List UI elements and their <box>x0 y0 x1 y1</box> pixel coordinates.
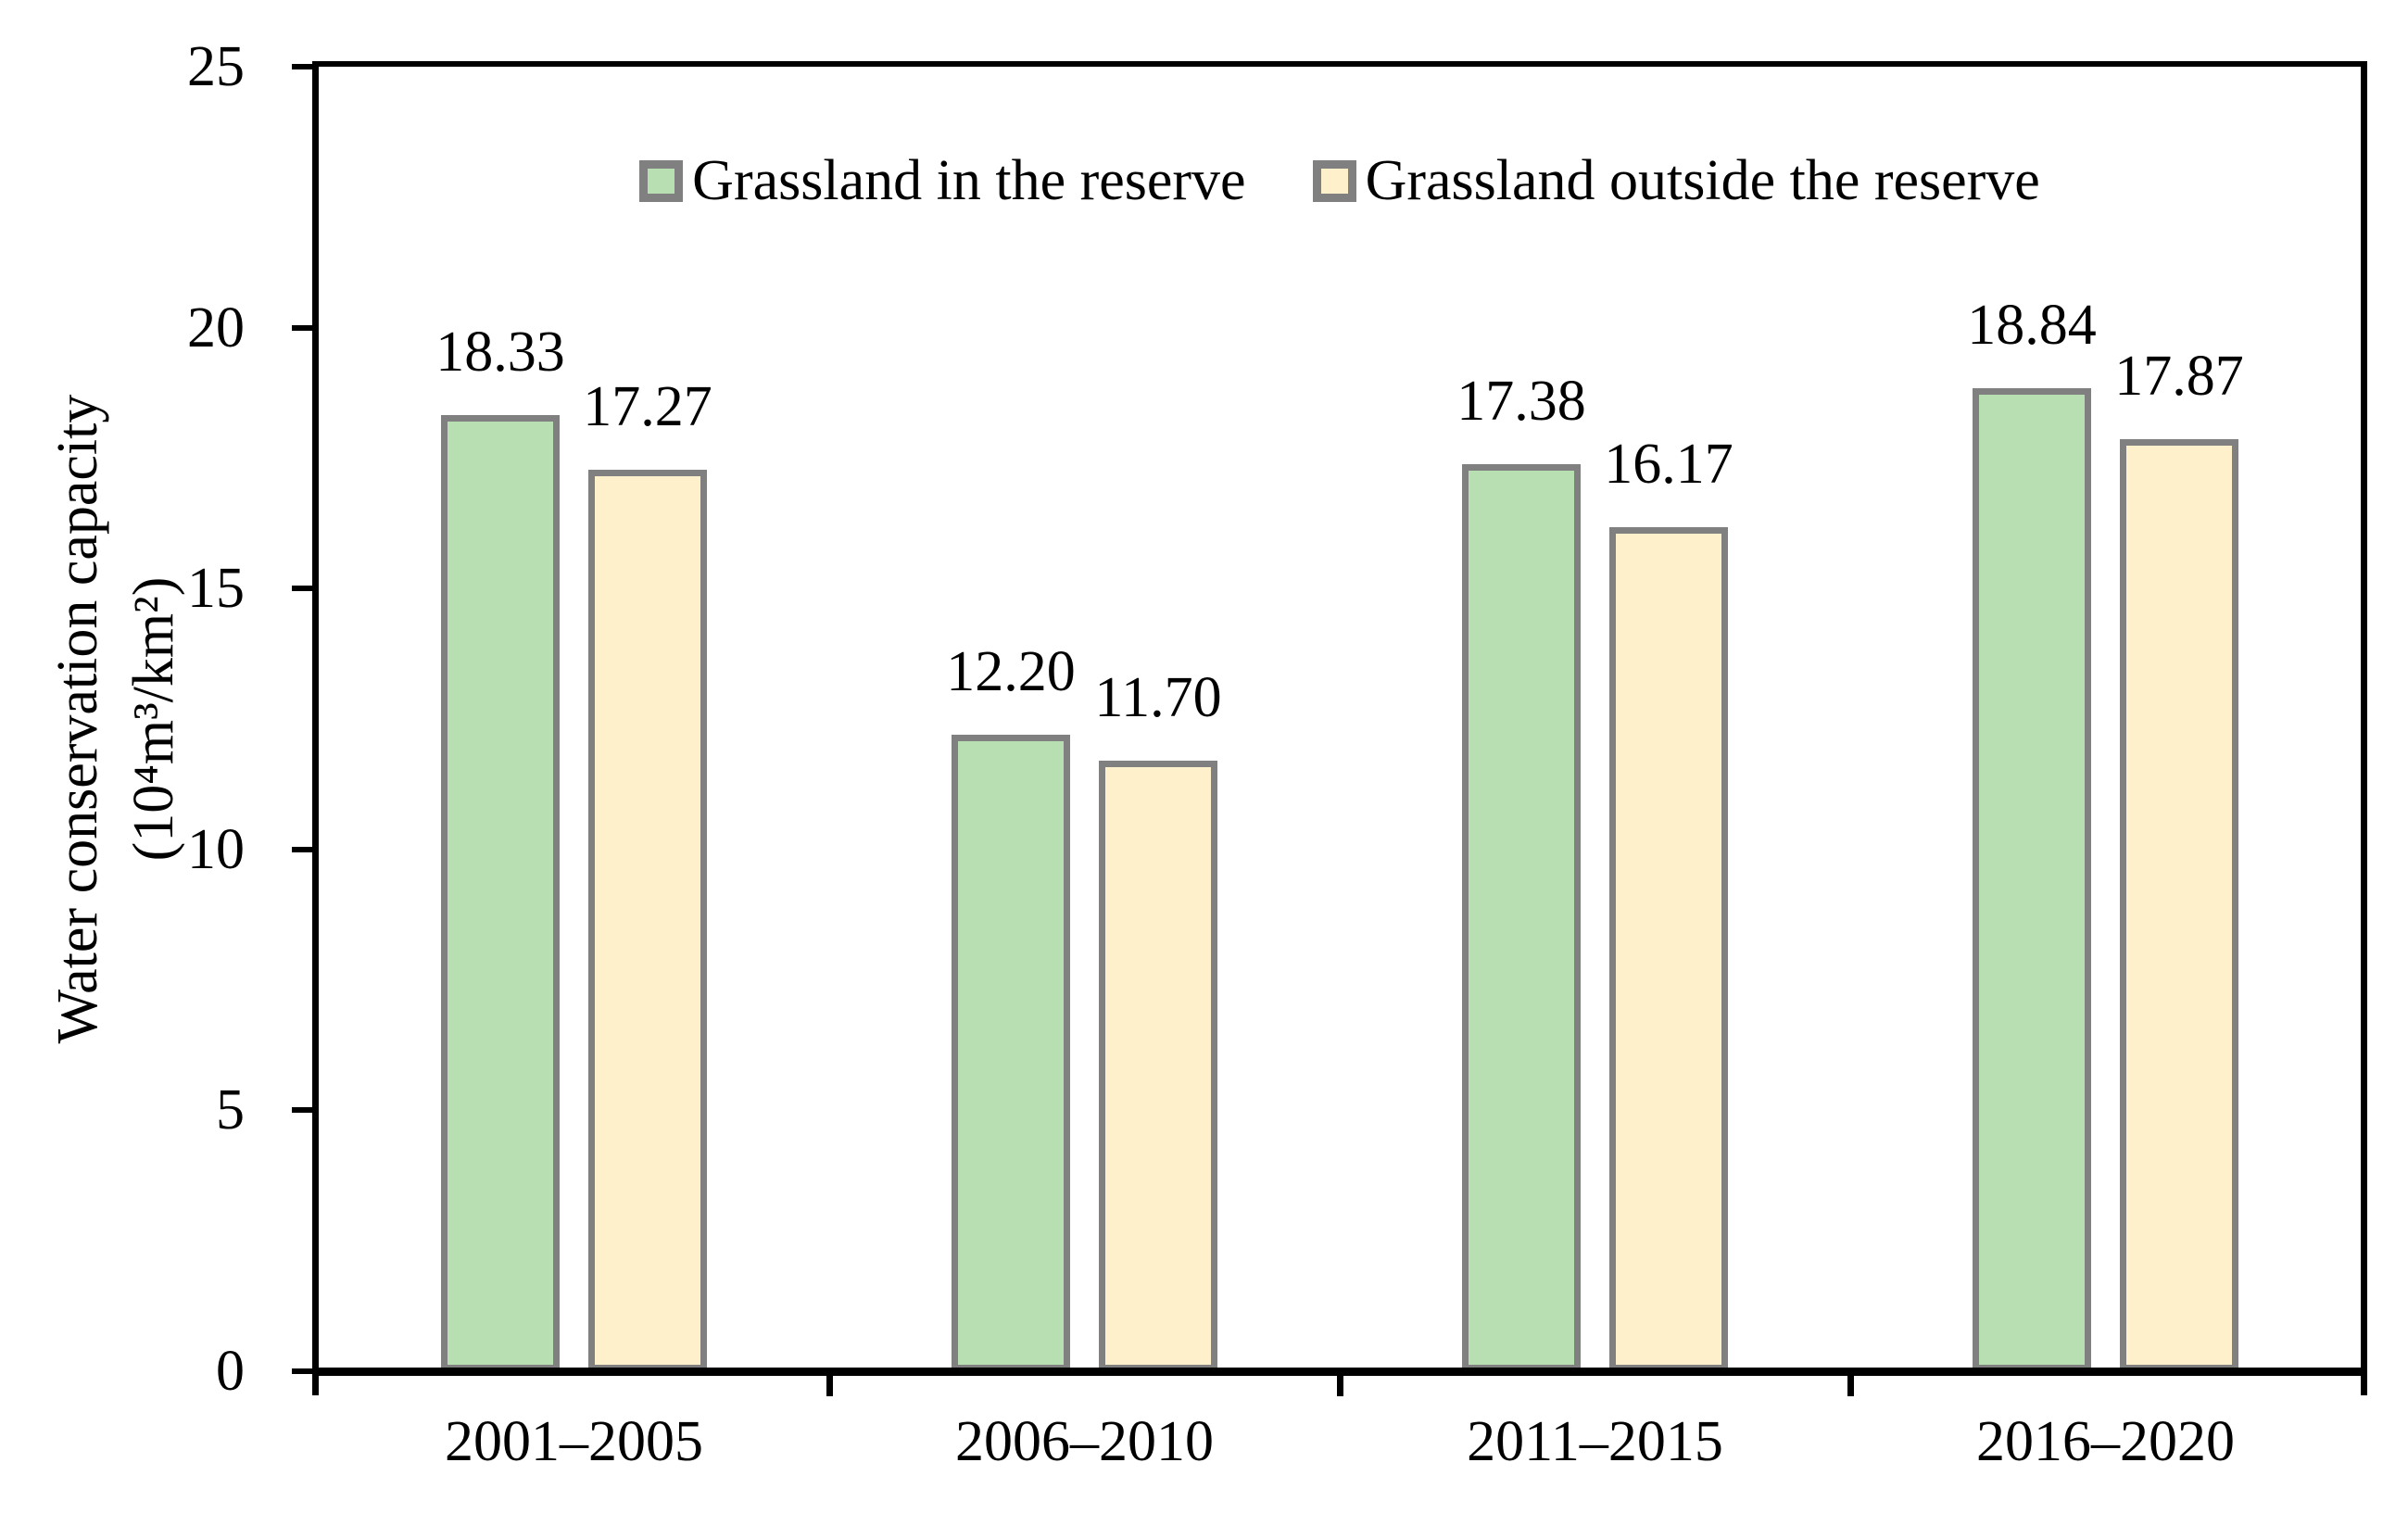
x-axis-tick <box>1336 1368 1343 1396</box>
legend-label-outside-reserve: Grassland outside the reserve <box>1365 149 2040 212</box>
y-axis-title: Water conservation capacity (10⁴m³/km²) <box>40 395 192 1044</box>
y-axis-tick <box>292 1107 312 1114</box>
bar-value-label: 17.87 <box>2114 344 2244 408</box>
bar-value-label: 18.84 <box>1967 293 2097 357</box>
legend-item-grassland-outside-reserve: Grassland outside the reserve <box>1312 148 2040 213</box>
bar-series1-group3 <box>1462 464 1581 1371</box>
y-axis-tick-label: 15 <box>187 557 245 621</box>
y-axis-title-line2: (10⁴m³/km²) <box>122 576 185 862</box>
bar-series1-group2 <box>952 734 1070 1371</box>
y-axis-tick-label: 10 <box>187 817 245 881</box>
bar-value-label: 17.27 <box>583 375 712 439</box>
legend-swatch-outside-reserve <box>1312 159 1356 202</box>
y-axis-tick-label: 25 <box>187 35 245 98</box>
bar-series2-group3 <box>1609 527 1728 1371</box>
y-axis-line <box>312 61 319 1395</box>
bar-series2-group2 <box>1099 761 1217 1371</box>
x-axis-category-label: 2016–2020 <box>1976 1410 2235 1473</box>
bar-value-label: 17.38 <box>1456 370 1586 434</box>
x-axis-category-label: 2006–2010 <box>955 1410 1214 1473</box>
y-axis-tick-label: 5 <box>216 1078 245 1142</box>
legend: Grassland in the reserve Grassland outsi… <box>319 148 2361 213</box>
y-axis-tick <box>292 64 312 69</box>
bar-value-label: 11.70 <box>1094 666 1222 730</box>
plot-border-top <box>312 61 2367 67</box>
bar-series1-group4 <box>1973 387 2091 1371</box>
x-axis-tick <box>1847 1368 1854 1396</box>
legend-item-grassland-in-reserve: Grassland in the reserve <box>639 148 1246 213</box>
bar-series2-group1 <box>588 470 707 1371</box>
y-axis-tick <box>292 324 312 331</box>
y-axis-title-line1: Water conservation capacity <box>46 394 109 1044</box>
plot-area: 0 5 10 15 20 25 2001–2005 2006–2010 2011–2015 201… <box>187 35 2367 1473</box>
bar-value-label: 16.17 <box>1604 433 1734 497</box>
y-axis-tick-label: 0 <box>216 1340 245 1403</box>
x-axis-tick <box>826 1368 833 1396</box>
legend-label-in-reserve: Grassland in the reserve <box>692 149 1246 212</box>
bar-series1-group1 <box>441 414 560 1371</box>
plot-border-right <box>2361 61 2367 1395</box>
bar-value-label: 18.33 <box>435 320 565 384</box>
y-axis-tick-label: 20 <box>187 296 245 359</box>
x-axis-category-label: 2011–2015 <box>1467 1410 1723 1473</box>
bar-series2-group4 <box>2120 438 2238 1371</box>
x-axis-line <box>312 1368 2367 1376</box>
y-axis-tick <box>292 1368 312 1374</box>
bar-value-label: 12.20 <box>946 639 1076 703</box>
y-axis-tick <box>292 586 312 592</box>
legend-swatch-in-reserve <box>639 159 684 202</box>
y-axis-tick <box>292 846 312 852</box>
x-axis-category-label: 2001–2005 <box>445 1410 703 1473</box>
